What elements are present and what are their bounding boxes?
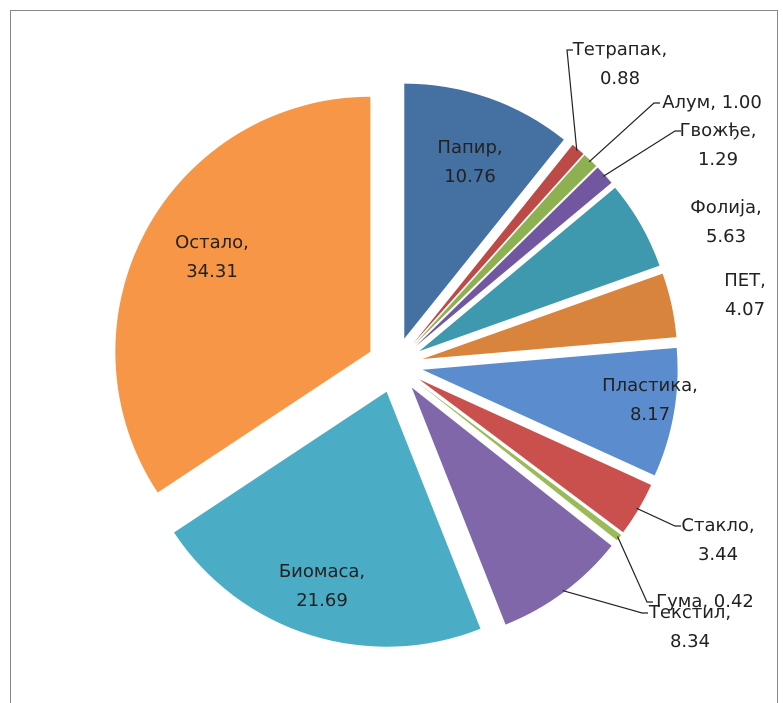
data-label: Текстил, [648, 602, 731, 623]
pie-slice [413, 144, 584, 344]
data-label: Стакло, [681, 515, 754, 536]
data-label: 8.34 [670, 631, 710, 652]
data-label: Гума, 0.42 [656, 591, 754, 612]
pie-slice [404, 83, 564, 339]
data-label: Гвожђе, [680, 120, 757, 141]
data-label: Тетрапак, [572, 39, 667, 60]
pie-slice [411, 387, 612, 625]
data-label: 10.76 [444, 166, 496, 187]
data-label: Папир, [437, 137, 502, 158]
leader-line [636, 507, 681, 527]
leader-line [562, 589, 648, 614]
data-label: Пластика, [602, 375, 698, 396]
leader-line [588, 102, 660, 163]
leader-line [602, 130, 681, 177]
pie-slice [174, 391, 481, 647]
data-label: Фолија, [690, 197, 761, 218]
pie-slice [417, 382, 622, 541]
data-label: 8.17 [630, 404, 670, 425]
leader-line [566, 49, 578, 151]
data-label: 0.88 [600, 68, 640, 89]
pie-slice [422, 347, 678, 476]
pie-slice [115, 96, 371, 493]
data-label: ПЕТ, [724, 270, 766, 291]
leader-line [617, 536, 653, 603]
pie-slice [419, 379, 652, 533]
data-label: 34.31 [186, 261, 238, 282]
frame [10, 10, 778, 703]
data-label: Алум, 1.00 [662, 92, 762, 113]
pie-slice [414, 154, 597, 345]
data-label: 4.07 [725, 299, 765, 320]
data-label: Биомаса, [279, 561, 365, 582]
pie-slice [422, 273, 677, 360]
pie-slice [419, 187, 660, 352]
data-label: 3.44 [698, 544, 738, 565]
data-label: 1.29 [698, 149, 738, 170]
data-label: Остало, [175, 232, 249, 253]
pie-slice [415, 167, 612, 347]
data-label: 21.69 [296, 590, 348, 611]
data-label: 5.63 [706, 226, 746, 247]
